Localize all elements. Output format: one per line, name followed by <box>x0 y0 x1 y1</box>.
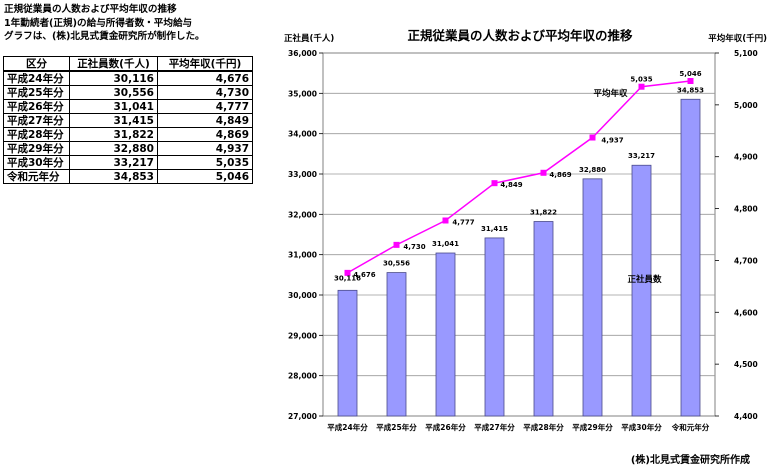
bar <box>484 237 505 417</box>
intro-text: 正規従業員の人数および平均年収の推移 1年勤続者(正規)の給与所得者数・平均給与… <box>4 3 266 44</box>
y-left-tick-label: 33,000 <box>288 170 317 179</box>
y-right-tick-label: 4,600 <box>734 308 758 317</box>
x-tick-label: 平成30年分 <box>621 422 662 432</box>
data-table: 区分 正社員数(千人) 平均年収(千円) 平成24年分 30,116 4,676… <box>3 56 253 184</box>
bar-data-label: 30,556 <box>383 260 410 268</box>
intro-line-3: グラフは、(株)北見式賃金研究所が制作した。 <box>4 31 205 42</box>
bar <box>337 289 358 417</box>
bar <box>435 252 456 417</box>
line-data-label: 4,676 <box>353 271 375 279</box>
y-axis-left-label: 正社員(千人) <box>284 33 334 44</box>
line-marker <box>687 78 694 85</box>
table-cell-salary: 5,035 <box>157 155 253 170</box>
line-marker <box>491 180 498 187</box>
line-data-label: 4,730 <box>403 243 425 251</box>
x-tick-label: 平成27年分 <box>474 422 515 432</box>
y-left-tick-label: 28,000 <box>288 372 317 381</box>
table-header-category: 区分 <box>3 56 70 72</box>
bar-data-label: 33,217 <box>628 152 655 160</box>
intro-line-1: 正規従業員の人数および平均年収の推移 <box>4 4 177 15</box>
bar-data-label: 32,880 <box>579 166 606 174</box>
line-marker <box>638 83 645 90</box>
line-marker <box>344 269 351 276</box>
line-data-label: 4,777 <box>452 218 474 226</box>
bar <box>582 178 603 417</box>
bar <box>631 164 652 417</box>
bar-data-label: 34,853 <box>677 86 704 94</box>
y-right-tick-label: 4,400 <box>734 412 758 421</box>
line-marker <box>540 169 547 176</box>
bar <box>680 98 701 417</box>
series-line-salary <box>347 80 691 274</box>
table-row: 平成30年分 33,217 5,035 <box>3 155 253 170</box>
table-row: 平成24年分 30,116 4,676 <box>3 70 253 86</box>
table-row: 令和元年分 34,853 5,046 <box>3 169 253 184</box>
y-left-tick-label: 27,000 <box>288 412 317 421</box>
bar-data-label: 31,822 <box>530 209 557 217</box>
table-cell-salary: 4,937 <box>157 141 253 156</box>
table-row: 平成29年分 32,880 4,937 <box>3 141 253 156</box>
y-right-tick-label: 5,000 <box>734 101 758 110</box>
table-row: 平成26年分 31,041 4,777 <box>3 99 253 114</box>
table-row: 平成28年分 31,822 4,869 <box>3 127 253 142</box>
y-right-tick-label: 4,700 <box>734 256 758 265</box>
series-label-salary: 平均年収 <box>593 88 628 99</box>
x-tick-label: 平成28年分 <box>523 422 564 432</box>
y-axis-right-label: 平均年収(千円) <box>708 33 767 44</box>
x-tick-label: 令和元年分 <box>671 422 710 432</box>
table-cell-period: 平成26年分 <box>3 99 70 114</box>
y-left-tick-label: 31,000 <box>288 251 317 260</box>
line-data-label: 4,869 <box>549 171 571 179</box>
line-data-label: 5,046 <box>679 70 701 78</box>
intro-line-2: 1年勤続者(正規)の給与所得者数・平均給与 <box>4 17 193 29</box>
table-header-salary: 平均年収(千円) <box>157 56 253 72</box>
plot-area <box>322 52 716 417</box>
y-left-tick-label: 30,000 <box>288 291 317 300</box>
line-data-label: 4,937 <box>601 137 623 145</box>
table-cell-period: 平成27年分 <box>3 113 70 128</box>
line-marker <box>442 217 449 224</box>
y-left-tick-label: 34,000 <box>288 130 317 139</box>
y-right-tick-label: 4,500 <box>734 360 758 369</box>
x-tick-label: 平成26年分 <box>425 422 466 432</box>
y-right-tick-label: 4,800 <box>734 205 758 214</box>
bar-data-label: 30,116 <box>334 274 361 282</box>
line-marker <box>589 134 596 141</box>
x-tick-label: 平成24年分 <box>327 422 368 432</box>
line-marker <box>393 241 400 248</box>
y-right-tick-label: 4,900 <box>734 153 758 162</box>
y-left-tick-label: 35,000 <box>288 89 317 98</box>
credit-text: (株)北見式賃金研究所作成 <box>631 453 750 466</box>
line-data-label: 4,849 <box>500 181 522 189</box>
table-cell-employees: 34,853 <box>69 169 158 184</box>
y-left-tick-label: 36,000 <box>288 49 317 58</box>
x-tick-label: 平成25年分 <box>376 422 417 432</box>
line-data-label: 5,035 <box>630 76 652 84</box>
y-left-tick-label: 29,000 <box>288 331 317 340</box>
table-row: 平成27年分 31,415 4,849 <box>3 113 253 128</box>
table-cell-employees: 31,041 <box>69 99 158 114</box>
bar <box>386 272 407 417</box>
table-header-row: 区分 正社員数(千人) 平均年収(千円) <box>3 56 253 72</box>
bar-data-label: 31,415 <box>481 225 508 233</box>
table-header-employees: 正社員数(千人) <box>69 56 158 72</box>
bar-data-label: 31,041 <box>432 240 459 248</box>
y-left-tick-label: 32,000 <box>288 210 317 219</box>
x-tick-label: 平成29年分 <box>572 422 613 432</box>
series-label-employees: 正社員数 <box>627 274 662 285</box>
chart-title: 正規従業員の人数および平均年収の推移 <box>407 28 633 43</box>
bar <box>533 221 554 417</box>
y-right-tick-label: 5,100 <box>734 49 758 58</box>
table-cell-salary: 5,046 <box>157 169 253 184</box>
table-cell-period: 令和元年分 <box>3 169 70 184</box>
